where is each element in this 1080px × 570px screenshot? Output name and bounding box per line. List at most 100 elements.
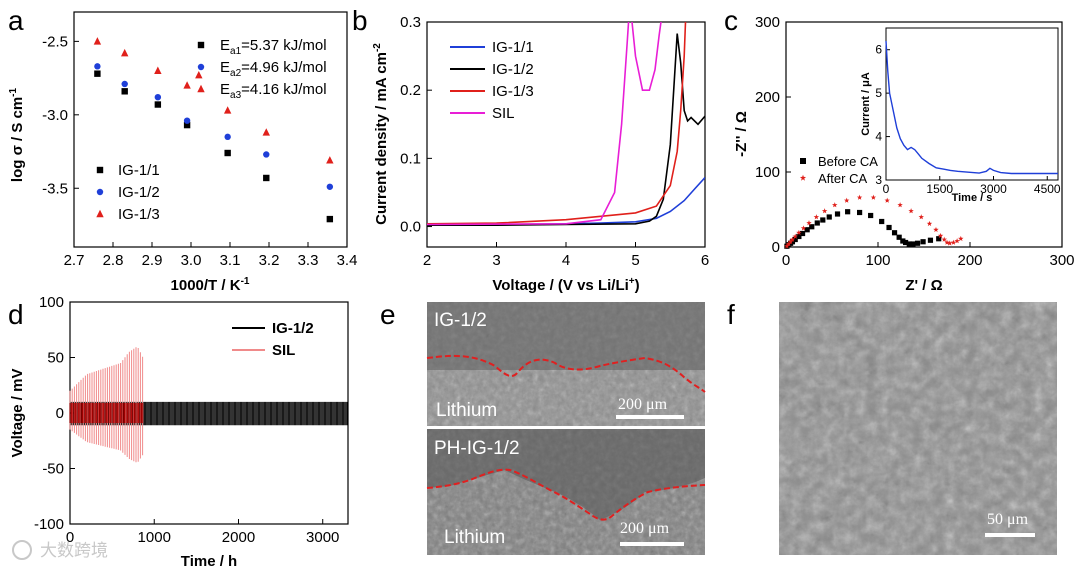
panel-letter-a: a: [8, 5, 24, 36]
data-point-After CA: [918, 214, 924, 220]
legend-label: Before CA: [818, 154, 878, 169]
data-point-Before CA: [920, 239, 926, 245]
activation-energy-label: Ea1=5.37 kJ/mol: [220, 37, 327, 57]
inset-y-tick-label: 5: [875, 86, 882, 100]
data-point-Before CA: [834, 211, 841, 217]
y-tick-label: 0.1: [400, 150, 421, 167]
x-axis-label: 1000/T / K-1: [171, 276, 250, 294]
data-point-IG-1/1: [183, 121, 191, 129]
data-point-After CA: [792, 233, 798, 239]
inset-y-tick-label: 6: [875, 43, 882, 57]
y-tick-label: 0.0: [400, 219, 421, 236]
series-line-IG-1/2: [427, 33, 705, 226]
data-point-Before CA: [789, 239, 796, 245]
data-point-After CA: [784, 243, 790, 249]
x-tick-label: 3.4: [337, 252, 358, 269]
y-tick-label: 100: [755, 164, 780, 181]
inset-x-tick-label: 1500: [926, 182, 953, 196]
x-tick-label: 3.2: [259, 252, 280, 269]
x-tick-label: 0: [66, 529, 74, 546]
chart-b: 2 3 4 5 6 0.0 0.1 0.2 0.3 IG-1/1 IG-1/2 IG-1/3 SIL Vo…: [372, 14, 709, 294]
data-point-IG-1/2: [121, 80, 128, 88]
inset-x-tick-label: 0: [883, 182, 890, 196]
data-point-IG-1/3: [195, 70, 203, 79]
y-tick-label: 300: [755, 14, 780, 31]
y-tick-label: -100: [34, 516, 64, 533]
series-line-IG-1/3: [427, 22, 687, 225]
data-point-IG-1/2: [224, 133, 231, 141]
legend-marker-After CA: [799, 174, 807, 181]
y-axis-label: Voltage / mV: [9, 369, 26, 458]
series-overlap-band: [69, 403, 144, 423]
data-point-IG-1/2: [326, 183, 334, 190]
data-point-Before CA: [914, 240, 921, 246]
legend-marker-IG-1/3: [96, 209, 104, 218]
data-point-Before CA: [820, 217, 826, 223]
x-tick-label: 100: [865, 252, 890, 269]
data-point-Before CA: [826, 214, 832, 220]
data-point-Before CA: [796, 233, 802, 240]
data-point-After CA: [821, 208, 828, 214]
y-axis-label: Current density / mA cm-2: [372, 43, 390, 225]
data-point-Before CA: [879, 218, 885, 225]
data-point-After CA: [796, 229, 802, 236]
inset-x-tick-label: 4500: [1034, 182, 1061, 196]
data-point-Before CA: [896, 234, 902, 240]
panel-f: 50 μm: [779, 302, 1057, 555]
chart-a: 2.7 2.8 2.9 3.0 3.1 3.2 3.3 3.4 -2.5 -3.0 -3.5 IG-1…: [8, 11, 358, 294]
data-point-After CA: [897, 202, 903, 208]
data-point-Before CA: [900, 238, 906, 244]
data-point-IG-1/1: [94, 70, 101, 77]
activation-energy-label: Ea2=4.96 kJ/mol: [220, 59, 327, 79]
data-point-After CA: [954, 238, 960, 244]
activation-energy-label: Ea3=4.16 kJ/mol: [220, 81, 327, 101]
panel-letter-e: e: [380, 299, 396, 330]
data-point-Before CA: [927, 237, 934, 243]
annotation-marker: [197, 63, 205, 71]
y-tick-label: 0.2: [400, 82, 421, 99]
data-point-After CA: [958, 235, 964, 242]
panel-letter-f: f: [727, 299, 735, 330]
y-tick-label: -50: [42, 461, 64, 478]
data-point-After CA: [787, 238, 794, 245]
y-tick-label: 0.3: [400, 14, 421, 31]
inset-y-axis-label: Current / μA: [860, 72, 872, 136]
data-point-IG-1/2: [154, 93, 162, 101]
data-point-Before CA: [891, 230, 898, 236]
sem-bottom-electrolyte-layer: [427, 429, 705, 520]
y-axis-label: -Z'' / Ω: [733, 111, 750, 157]
inset-y-tick-label: 4: [875, 130, 882, 144]
data-point-Before CA: [809, 224, 815, 230]
data-point-After CA: [856, 194, 863, 200]
annotation-marker: [197, 41, 205, 49]
x-axis-label: Z' / Ω: [905, 277, 942, 294]
data-point-After CA: [950, 239, 957, 245]
data-point-Before CA: [845, 209, 851, 215]
sem-top-interface: [426, 354, 706, 393]
data-point-IG-1/1: [326, 215, 334, 223]
data-point-After CA: [800, 225, 807, 231]
plot-frame: [785, 21, 1063, 248]
legend-marker-IG-1/1: [96, 166, 104, 174]
data-point-After CA: [844, 197, 850, 203]
panel-letter-c: c: [724, 5, 738, 36]
legend-marker-Before CA: [800, 158, 806, 164]
data-point-IG-1/3: [262, 128, 270, 136]
data-point-Before CA: [936, 236, 942, 242]
data-point-After CA: [933, 226, 939, 233]
y-tick-label: 200: [755, 89, 780, 106]
legend-label: IG-1/1: [492, 39, 534, 56]
sem-bottom-scalebar: [620, 542, 684, 546]
data-point-Before CA: [886, 224, 892, 231]
legend-label: IG-1/3: [118, 206, 160, 223]
y-tick-label: -3.5: [42, 180, 68, 197]
data-point-IG-1/3: [223, 106, 232, 114]
watermark-icon: [12, 540, 32, 560]
data-point-IG-1/1: [121, 88, 128, 95]
legend-label: IG-1/2: [118, 184, 160, 201]
chart-d: 0 1000 2000 3000 100 50 0 -50 -100 IG-1/2 SIL Time …: [9, 294, 349, 570]
data-point-After CA: [789, 236, 796, 242]
data-point-After CA: [937, 232, 944, 239]
